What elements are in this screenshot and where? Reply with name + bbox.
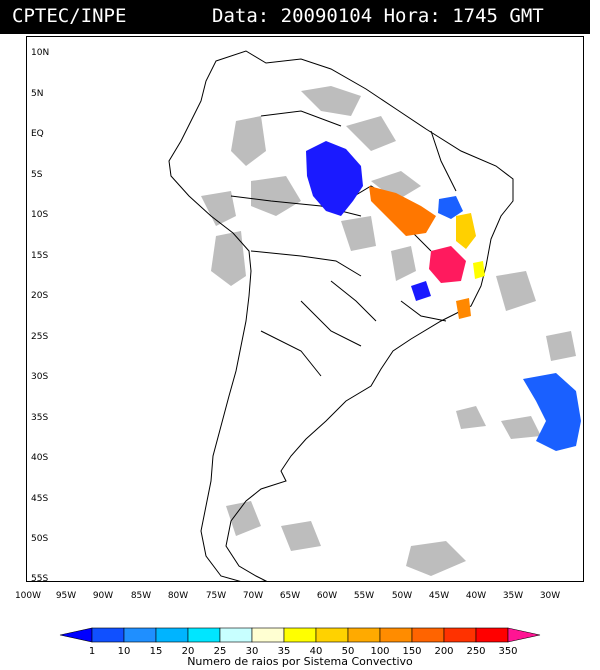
lon-label: 30W — [540, 591, 560, 601]
lon-label: 80W — [168, 591, 188, 601]
latitude-labels: 10N 5N EQ 5S 10S 15S 20S 25S 30S 35S 40S… — [31, 48, 49, 582]
colorbar-cell — [347, 627, 381, 643]
lon-label: 50W — [392, 591, 412, 601]
colorbar-tick-label: 15 — [150, 646, 163, 657]
colorbar-cell — [219, 627, 253, 643]
map-canvas: 10N 5N EQ 5S 10S 15S 20S 25S 30S 35S 40S… — [31, 48, 581, 582]
lon-label: 45W — [429, 591, 449, 601]
colorbar-tick-label: 35 — [278, 646, 291, 657]
colorbar-cell — [155, 627, 189, 643]
lat-label: 5N — [31, 89, 43, 99]
map-frame: 10N 5N EQ 5S 10S 15S 20S 25S 30S 35S 40S… — [26, 36, 584, 582]
lon-label: 100W — [15, 591, 41, 601]
date-time-label: Data: 20090104 Hora: 1745 GMT — [212, 5, 544, 27]
lon-label: 55W — [354, 591, 374, 601]
colorbar-cell — [283, 627, 317, 643]
storm-orange-band — [369, 186, 436, 236]
lon-label: 65W — [280, 591, 300, 601]
lat-label: 15S — [31, 251, 48, 261]
lat-label: 10N — [31, 48, 49, 58]
lat-label: EQ — [31, 129, 44, 139]
lon-label: 35W — [503, 591, 523, 601]
lon-label: 85W — [131, 591, 151, 601]
title-bar: CPTEC/INPE Data: 20090104 Hora: 1745 GMT — [0, 0, 590, 34]
lat-label: 55S — [31, 574, 48, 582]
colorbar-tick-label: 150 — [402, 646, 421, 657]
lat-label: 30S — [31, 372, 48, 382]
lat-label: 40S — [31, 453, 48, 463]
colorbar-tick-label: 350 — [498, 646, 517, 657]
storm-red-1 — [429, 246, 466, 283]
colorbar-cell — [187, 627, 221, 643]
lat-label: 35S — [31, 413, 48, 423]
colorbar: 1 10 15 20 25 30 35 40 50 100 150 200 250 350 — [59, 627, 541, 657]
colorbar-cell — [251, 627, 285, 643]
lat-label: 25S — [31, 332, 48, 342]
storm-yellow-2 — [473, 261, 485, 279]
colorbar-tick-label: 200 — [434, 646, 453, 657]
lat-label: 20S — [31, 291, 48, 301]
storm-yellow-1 — [456, 213, 476, 249]
colorbar-title: Numero de raios por Sistema Convectivo — [187, 655, 413, 668]
lon-label: 40W — [466, 591, 486, 601]
lat-label: 5S — [31, 170, 43, 180]
storm-blue-atlantic — [523, 373, 581, 451]
colorbar-cell — [443, 627, 477, 643]
lon-label: 75W — [206, 591, 226, 601]
lon-label: 70W — [243, 591, 263, 601]
longitude-axis: 100W 95W 90W 85W 80W 75W 70W 65W 60W 55W… — [15, 591, 560, 601]
colorbar-cell — [123, 627, 157, 643]
colorbar-tick-label: 20 — [182, 646, 195, 657]
storm-blue-east — [438, 196, 463, 219]
colorbar-ticks: 1 10 15 20 25 30 35 40 50 100 150 200 250 350 — [89, 646, 518, 657]
cloud-layer — [201, 86, 576, 576]
source-label: CPTEC/INPE — [12, 5, 127, 27]
colorbar-tick-label: 40 — [310, 646, 323, 657]
south-america-outline — [168, 50, 514, 581]
lat-label: 50S — [31, 534, 48, 544]
lon-label: 90W — [93, 591, 113, 601]
colorbar-cell — [507, 627, 541, 643]
colorbar-tick-label: 250 — [466, 646, 485, 657]
lon-label: 60W — [317, 591, 337, 601]
colorbar-tick-label: 100 — [370, 646, 389, 657]
lon-label: 95W — [56, 591, 76, 601]
storm-blue-amazon — [306, 141, 363, 216]
colorbar-cell — [59, 627, 93, 643]
colorbar-tick-label: 1 — [89, 646, 95, 657]
colorbar-cell — [315, 627, 349, 643]
colorbar-cell — [475, 627, 509, 643]
colorbar-cells — [59, 627, 541, 643]
colorbar-tick-label: 30 — [246, 646, 259, 657]
convective-systems-layer — [306, 141, 581, 451]
colorbar-cell — [379, 627, 413, 643]
colorbar-tick-label: 25 — [214, 646, 227, 657]
colorbar-tick-label: 50 — [342, 646, 355, 657]
lat-label: 45S — [31, 494, 48, 504]
colorbar-cell — [411, 627, 445, 643]
storm-blue-se — [411, 281, 431, 301]
lat-label: 10S — [31, 210, 48, 220]
storm-orange-2 — [456, 298, 471, 319]
colorbar-tick-label: 10 — [118, 646, 131, 657]
colorbar-cell — [91, 627, 125, 643]
